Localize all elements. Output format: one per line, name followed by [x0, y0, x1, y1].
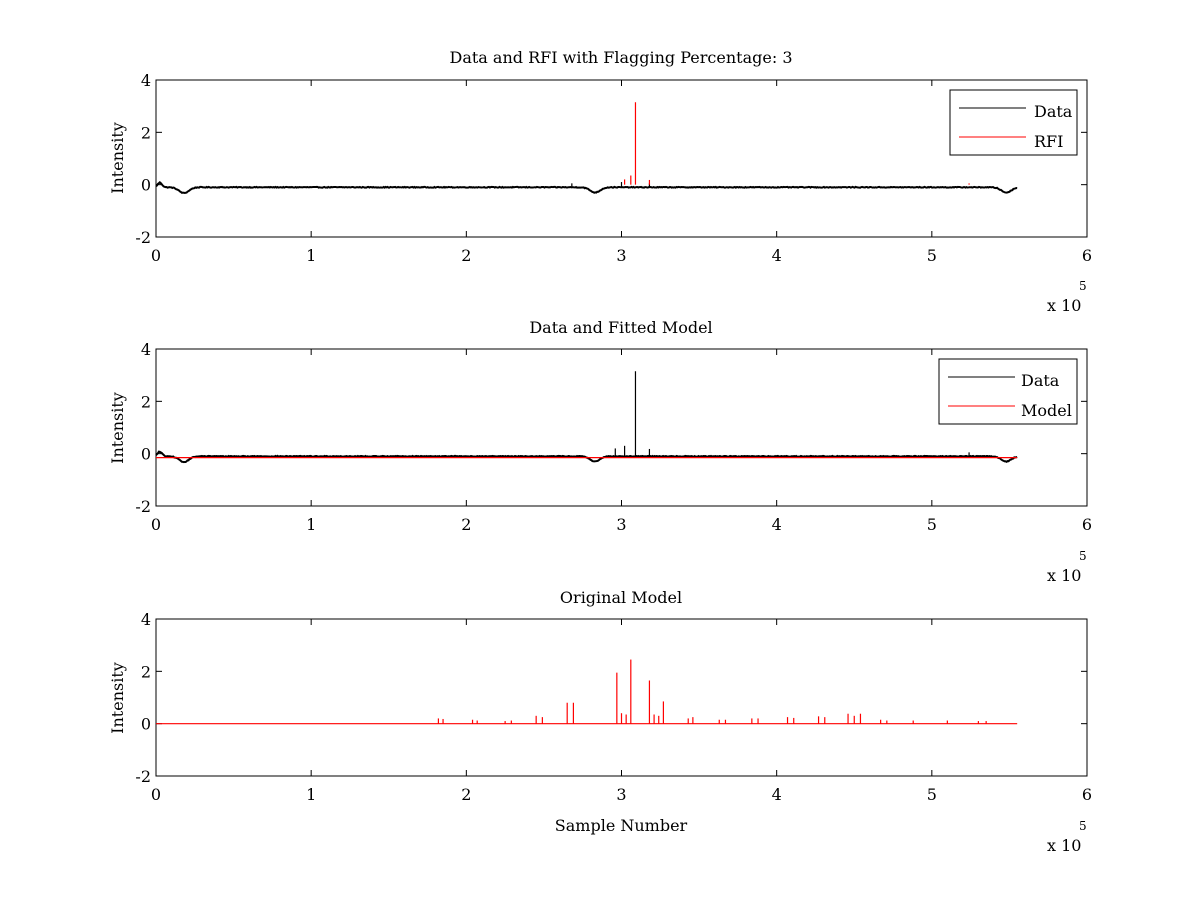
legend-2: Data Model [938, 358, 1078, 425]
x-tick-label: 5 [927, 246, 937, 265]
chart-title-2: Data and Fitted Model [529, 318, 712, 337]
y-tick-label: 0 [141, 176, 151, 195]
y-axis-label-2: Intensity [108, 392, 127, 464]
x-tick-label: 5 [927, 515, 937, 534]
y-tick-label: -2 [135, 228, 151, 247]
x-tick-label: 2 [461, 515, 471, 534]
y-tick-label: 0 [141, 715, 151, 734]
x-tick-label: 4 [772, 246, 782, 265]
x-exponent-3: x 10 [1047, 836, 1081, 855]
y-tick-label: -2 [135, 497, 151, 516]
legend-label-data-2: Data [1021, 371, 1060, 390]
y-axis-label-1: Intensity [108, 122, 127, 194]
x-exponent-2: x 10 [1047, 566, 1081, 585]
y-tick-label: 2 [141, 123, 151, 142]
x-tick-label: 3 [616, 515, 626, 534]
x-tick-label: 2 [461, 246, 471, 265]
y-tick-label: 2 [141, 392, 151, 411]
panel-2: Data and Fitted Model Intensity 0 1 2 3 4 5 6 -… [108, 318, 1092, 585]
x-axis-label-3: Sample Number [555, 816, 688, 835]
y-tick-label: 4 [141, 610, 151, 629]
legend-label-model-2: Model [1021, 401, 1072, 420]
x-tick-label: 4 [772, 785, 782, 804]
y-tick-label: 4 [141, 71, 151, 90]
x-exponent-power-3: 5 [1079, 819, 1087, 833]
x-tick-label: 6 [1082, 785, 1092, 804]
x-tick-label: 6 [1082, 515, 1092, 534]
chart-title-3: Original Model [560, 588, 682, 607]
plot-area-3 [155, 618, 1088, 777]
series-lines-1 [155, 102, 1018, 195]
x-tick-label: 3 [616, 785, 626, 804]
x-tick-label: 0 [151, 246, 161, 265]
legend-label-data-1: Data [1034, 102, 1073, 121]
x-tick-label: 1 [306, 785, 316, 804]
x-tick-label: 1 [306, 246, 316, 265]
x-tick-label: 0 [151, 785, 161, 804]
plot-area-2 [155, 348, 1088, 507]
x-tick-label: 1 [306, 515, 316, 534]
x-tick-label: 3 [616, 246, 626, 265]
x-tick-label: 6 [1082, 246, 1092, 265]
y-tick-label: 4 [141, 340, 151, 359]
legend-box-1 [949, 89, 1078, 156]
series-lines-3 [156, 659, 1018, 725]
y-axis-label-3: Intensity [108, 662, 127, 734]
y-tick-label: 0 [141, 445, 151, 464]
x-tick-label: 0 [151, 515, 161, 534]
series-lines-2 [155, 371, 1018, 464]
y-tick-label: 2 [141, 662, 151, 681]
x-exponent-power-2: 5 [1079, 549, 1087, 563]
x-exponent-power-1: 5 [1079, 279, 1087, 293]
x-tick-label: 5 [927, 785, 937, 804]
x-tick-label: 2 [461, 785, 471, 804]
series-line-data [155, 181, 1018, 195]
chart-title-1: Data and RFI with Flagging Percentage: 3 [449, 48, 792, 67]
plot-area-1 [155, 79, 1088, 238]
panel-1: Data and RFI with Flagging Percentage: 3… [108, 48, 1092, 315]
y-tick-label: -2 [135, 767, 151, 786]
legend-box-2 [938, 358, 1078, 425]
legend-1: Data RFI [949, 89, 1078, 156]
x-tick-label: 4 [772, 515, 782, 534]
legend-label-rfi-1: RFI [1034, 132, 1063, 151]
x-exponent-1: x 10 [1047, 296, 1081, 315]
